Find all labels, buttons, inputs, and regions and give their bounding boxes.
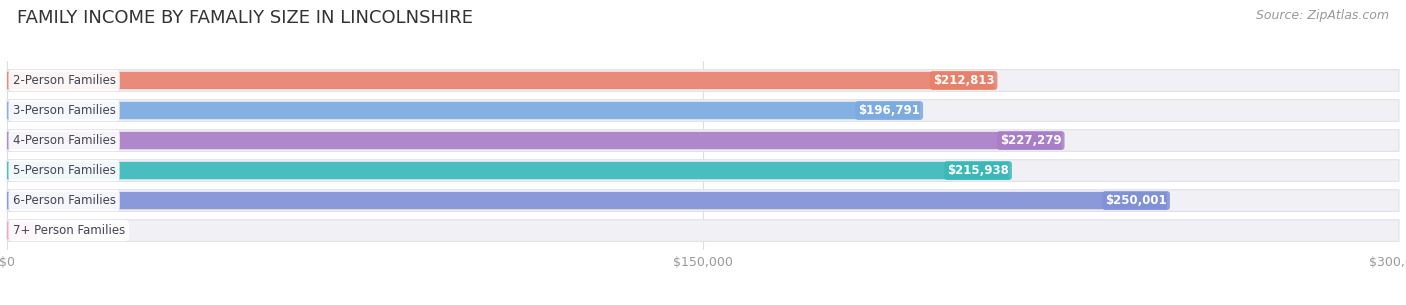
FancyBboxPatch shape xyxy=(7,132,1062,149)
FancyBboxPatch shape xyxy=(7,130,1399,151)
FancyBboxPatch shape xyxy=(7,162,1010,179)
FancyBboxPatch shape xyxy=(7,70,1399,91)
FancyBboxPatch shape xyxy=(7,100,1399,121)
FancyBboxPatch shape xyxy=(7,102,920,119)
Text: $227,279: $227,279 xyxy=(1000,134,1062,147)
FancyBboxPatch shape xyxy=(7,72,994,89)
FancyBboxPatch shape xyxy=(7,192,1167,209)
Text: $250,001: $250,001 xyxy=(1105,194,1167,207)
FancyBboxPatch shape xyxy=(7,160,1399,181)
Text: Source: ZipAtlas.com: Source: ZipAtlas.com xyxy=(1256,9,1389,22)
FancyBboxPatch shape xyxy=(7,190,1399,211)
Text: $0: $0 xyxy=(52,224,67,237)
Text: 7+ Person Families: 7+ Person Families xyxy=(13,224,125,237)
Text: $215,938: $215,938 xyxy=(948,164,1010,177)
Text: 4-Person Families: 4-Person Families xyxy=(13,134,115,147)
Text: 2-Person Families: 2-Person Families xyxy=(13,74,115,87)
Text: FAMILY INCOME BY FAMALIY SIZE IN LINCOLNSHIRE: FAMILY INCOME BY FAMALIY SIZE IN LINCOLN… xyxy=(17,9,472,27)
Text: 3-Person Families: 3-Person Families xyxy=(13,104,115,117)
Text: 6-Person Families: 6-Person Families xyxy=(13,194,115,207)
Text: $196,791: $196,791 xyxy=(858,104,920,117)
Text: 5-Person Families: 5-Person Families xyxy=(13,164,115,177)
Text: $212,813: $212,813 xyxy=(932,74,994,87)
FancyBboxPatch shape xyxy=(7,220,1399,241)
FancyBboxPatch shape xyxy=(7,222,38,239)
